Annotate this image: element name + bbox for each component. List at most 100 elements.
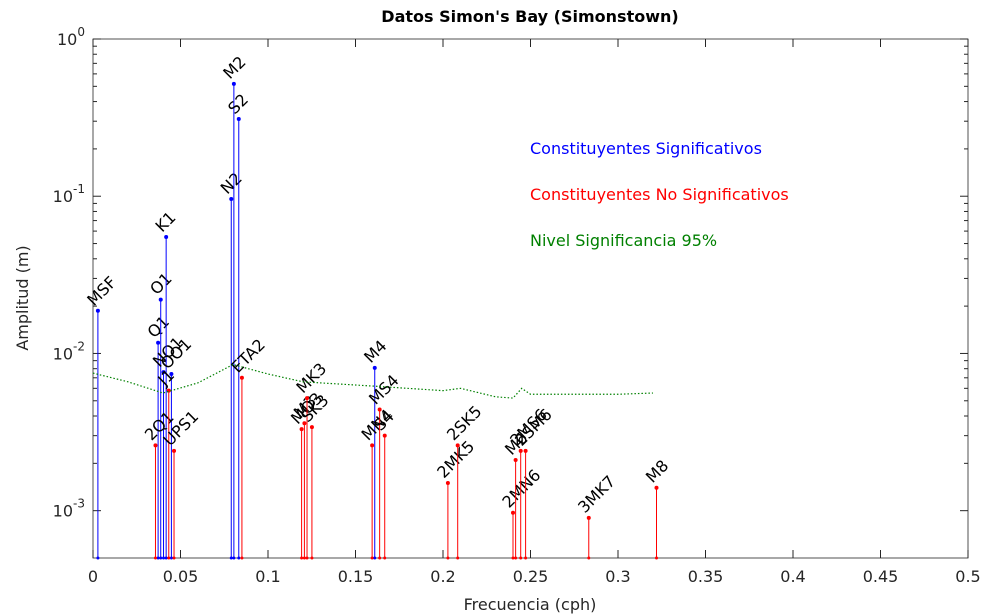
- stem-base: [587, 556, 591, 560]
- stem-dot: [513, 458, 518, 463]
- stem-label: MK3: [292, 359, 330, 397]
- stem-dot: [95, 308, 100, 313]
- stem-dot: [370, 443, 375, 448]
- stem-base: [378, 556, 382, 560]
- stem-base: [232, 556, 236, 560]
- stem-dot: [654, 485, 659, 490]
- stem-base: [96, 556, 100, 560]
- x-tick-label: 0.1: [255, 567, 280, 586]
- stem-dot: [299, 427, 304, 432]
- y-tick-label: 100: [57, 25, 85, 49]
- stem-label: 3MK7: [574, 472, 619, 517]
- y-tick-label: 10-2: [53, 339, 85, 363]
- y-tick-exponent: -3: [73, 497, 85, 511]
- stem-dot: [229, 197, 234, 202]
- stem-dot: [305, 396, 310, 401]
- stem-base: [514, 556, 518, 560]
- stem-label: O1: [146, 269, 176, 299]
- x-tick-label: 0.25: [513, 567, 549, 586]
- y-tick-exponent: 0: [77, 25, 85, 39]
- stem-label: J1: [153, 365, 178, 390]
- y-tick-base: 10: [57, 30, 77, 49]
- stem-label: 2MN6: [498, 466, 544, 512]
- x-tick-label: 0.2: [430, 567, 455, 586]
- x-tick-label: 0.3: [605, 567, 630, 586]
- stem-base: [519, 556, 523, 560]
- stem-dot: [372, 365, 377, 370]
- x-tick-label: 0: [88, 567, 98, 586]
- stem-base: [373, 556, 377, 560]
- stem-dot: [523, 448, 528, 453]
- y-tick-base: 10: [53, 502, 73, 521]
- x-tick-label: 0.5: [955, 567, 980, 586]
- stem-dot: [309, 425, 314, 430]
- x-tick-label: 0.35: [688, 567, 724, 586]
- y-tick-base: 10: [53, 187, 73, 206]
- stem-label: M4: [360, 336, 390, 366]
- stem-dot: [382, 433, 387, 438]
- legend-entry: Constituyentes No Significativos: [530, 185, 789, 204]
- stem-dot: [169, 372, 174, 377]
- chart-title: Datos Simon's Bay (Simonstown): [381, 7, 678, 26]
- stem-base: [524, 556, 528, 560]
- stem-dot: [158, 297, 163, 302]
- stem-base: [300, 556, 304, 560]
- stem-dot: [239, 375, 244, 380]
- stem-dot: [231, 81, 236, 86]
- stem-base: [305, 556, 309, 560]
- stem-base: [383, 556, 387, 560]
- stem-dot: [445, 480, 450, 485]
- y-tick-base: 10: [53, 344, 73, 363]
- y-tick-label: 10-1: [53, 182, 85, 206]
- stem-label: N2: [217, 169, 246, 198]
- legend-entry: Nivel Significancia 95%: [530, 231, 717, 250]
- stem-base: [153, 556, 157, 560]
- stem-base: [655, 556, 658, 560]
- stem-base: [302, 556, 306, 560]
- stem-dot: [518, 448, 523, 453]
- stem-label: M8: [642, 456, 672, 486]
- stem-dot: [586, 515, 591, 520]
- stem-dot: [511, 510, 515, 515]
- y-tick-exponent: -1: [73, 182, 85, 196]
- stem-base: [164, 556, 168, 560]
- stem-dot: [172, 448, 177, 453]
- stem-dot: [302, 421, 307, 426]
- x-axis-label: Frecuencia (cph): [464, 595, 597, 614]
- stem-base: [167, 556, 171, 560]
- stem-base: [310, 556, 314, 560]
- stem-dot: [164, 235, 169, 240]
- stem-base: [240, 556, 244, 560]
- stem-dot: [161, 370, 166, 375]
- stem-base: [370, 556, 374, 560]
- stem-base: [159, 556, 163, 560]
- stem-base: [229, 556, 233, 560]
- stem-dot: [153, 443, 158, 448]
- y-tick-label: 10-3: [53, 497, 85, 521]
- stem-base: [156, 556, 160, 560]
- stem-base: [169, 556, 173, 560]
- x-tick-label: 0.45: [863, 567, 899, 586]
- x-tick-label: 0.4: [780, 567, 805, 586]
- x-tick-label: 0.15: [338, 567, 374, 586]
- stem-base: [162, 556, 166, 560]
- stem-base: [172, 556, 176, 560]
- x-tick-label: 0.05: [163, 567, 199, 586]
- stem-label: MS4: [365, 371, 403, 409]
- stem-base: [456, 556, 460, 560]
- stem-base: [237, 556, 241, 560]
- significance-line: [92, 363, 654, 399]
- stem-dot: [455, 443, 460, 448]
- legend-entry: Constituyentes Significativos: [530, 139, 762, 158]
- stem-label: S2: [224, 90, 252, 118]
- stem-label: M2: [219, 52, 249, 82]
- stem-label: MSF: [83, 273, 120, 310]
- stem-label: K1: [152, 208, 180, 236]
- y-axis-label: Amplitud (m): [13, 245, 32, 350]
- stem-base: [446, 556, 450, 560]
- stem-base: [511, 556, 515, 560]
- stem-dot: [377, 407, 382, 412]
- stem-dot: [236, 116, 241, 121]
- stem-dot: [156, 340, 161, 345]
